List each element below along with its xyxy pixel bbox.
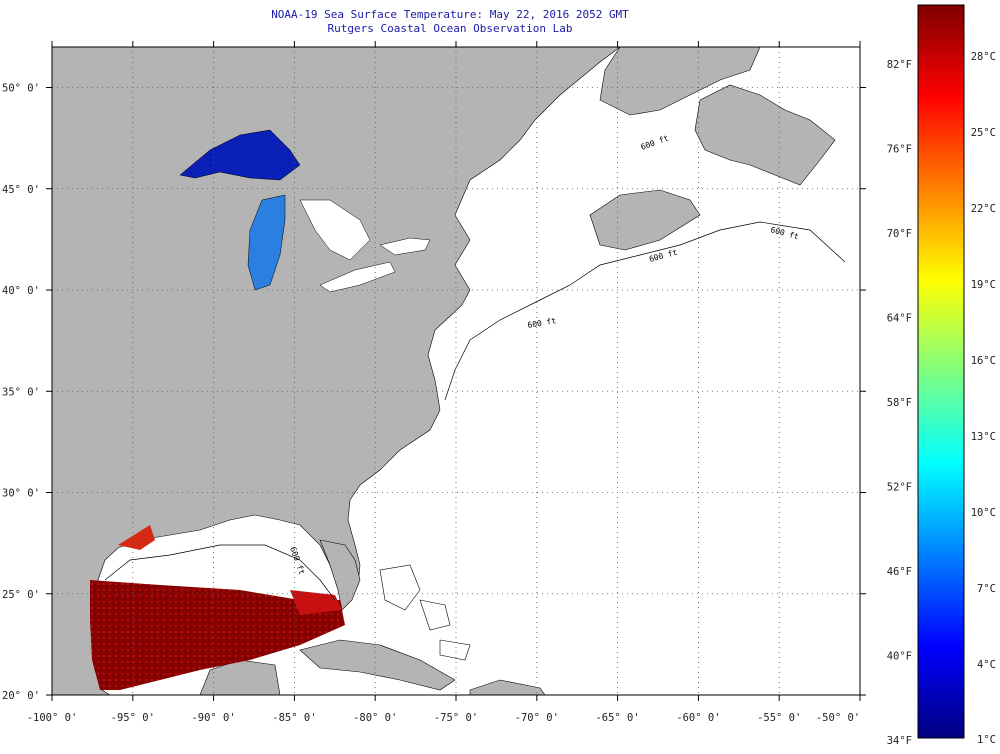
lon-tick-label: -65° 0' <box>595 712 639 724</box>
lon-tick-label: -90° 0' <box>191 712 235 724</box>
lake-erie <box>319 261 396 293</box>
yucatan-land <box>199 659 281 695</box>
colorbar-c-label: 4°C <box>977 659 996 671</box>
lon-tick-label: -85° 0' <box>272 712 316 724</box>
lat-tick-label: 30° 0' <box>2 488 40 500</box>
bahamas-outline <box>379 564 471 661</box>
colorbar-c-label: 22°C <box>971 203 996 215</box>
colorbar-celsius-labels: 28°C 25°C 22°C 19°C 16°C 13°C 10°C 7°C 4°C 1°C <box>971 51 996 746</box>
colorbar-f-label: 70°F <box>887 228 912 240</box>
lake-ontario <box>379 237 431 256</box>
lon-tick-label: -70° 0' <box>515 712 559 724</box>
colorbar-c-label: 10°C <box>971 507 996 519</box>
colorbar-f-label: 58°F <box>887 397 912 409</box>
hispaniola-land <box>469 679 546 695</box>
lat-tick-label: 40° 0' <box>2 285 40 297</box>
lon-tick-label: -100° 0' <box>27 712 78 724</box>
colorbar-f-label: 64°F <box>887 313 912 325</box>
lon-tick-label: -75° 0' <box>434 712 478 724</box>
lon-tick-label: -60° 0' <box>676 712 720 724</box>
latitude-axis: 50° 0' 45° 0' 40° 0' 35° 0' 30° 0' 25° 0' 20° … <box>2 83 866 702</box>
labrador-land <box>599 47 761 116</box>
colorbar-c-label: 13°C <box>971 431 996 443</box>
gulf-sst-patch <box>290 590 342 615</box>
lat-tick-label: 45° 0' <box>2 184 40 196</box>
colorbar-f-label: 46°F <box>887 566 912 578</box>
longitude-axis: -100° 0' -95° 0' -90° 0' -85° 0' -80° 0' -75°… <box>27 41 861 724</box>
lon-tick-label: -80° 0' <box>353 712 397 724</box>
colorbar-c-label: 7°C <box>977 583 996 595</box>
colorbar-c-label: 1°C <box>977 734 996 746</box>
florida-land <box>319 539 361 611</box>
colorbar-fahrenheit-labels: 82°F 76°F 70°F 64°F 58°F 52°F 46°F 40°F 34°F <box>887 59 912 747</box>
colorbar-f-label: 52°F <box>887 482 912 494</box>
colorbar-c-label: 28°C <box>971 51 996 63</box>
colorbar <box>917 4 965 739</box>
colorbar-c-label: 19°C <box>971 279 996 291</box>
chart-title: NOAA-19 Sea Surface Temperature: May 22,… <box>271 8 629 21</box>
nova-scotia-land <box>589 189 701 251</box>
lon-tick-label: -55° 0' <box>757 712 801 724</box>
colorbar-f-label: 76°F <box>887 144 912 156</box>
lat-tick-label: 20° 0' <box>2 690 40 702</box>
lake-huron <box>299 199 371 261</box>
lat-tick-label: 50° 0' <box>2 83 40 95</box>
gulf-sst-field <box>90 580 345 690</box>
lake-michigan <box>247 194 286 291</box>
colorbar-f-label: 34°F <box>887 735 912 747</box>
depth-contour-gulf <box>104 544 336 601</box>
colorbar-f-label: 40°F <box>887 651 912 663</box>
lon-tick-label: -95° 0' <box>111 712 155 724</box>
north-america-land <box>52 47 621 695</box>
lat-tick-label: 35° 0' <box>2 386 40 398</box>
lake-superior <box>179 129 301 181</box>
depth-contour <box>444 221 846 401</box>
cuba-land <box>299 639 456 691</box>
colorbar-c-label: 16°C <box>971 355 996 367</box>
newfoundland-land <box>694 84 836 186</box>
chart-subtitle: Rutgers Coastal Ocean Observation Lab <box>327 22 573 35</box>
gulf-sst-north <box>118 525 155 550</box>
graticule <box>52 47 860 695</box>
lat-tick-label: 25° 0' <box>2 589 40 601</box>
colorbar-f-label: 82°F <box>887 59 912 71</box>
colorbar-c-label: 25°C <box>971 127 996 139</box>
lon-tick-label: -50° 0' <box>816 712 860 724</box>
